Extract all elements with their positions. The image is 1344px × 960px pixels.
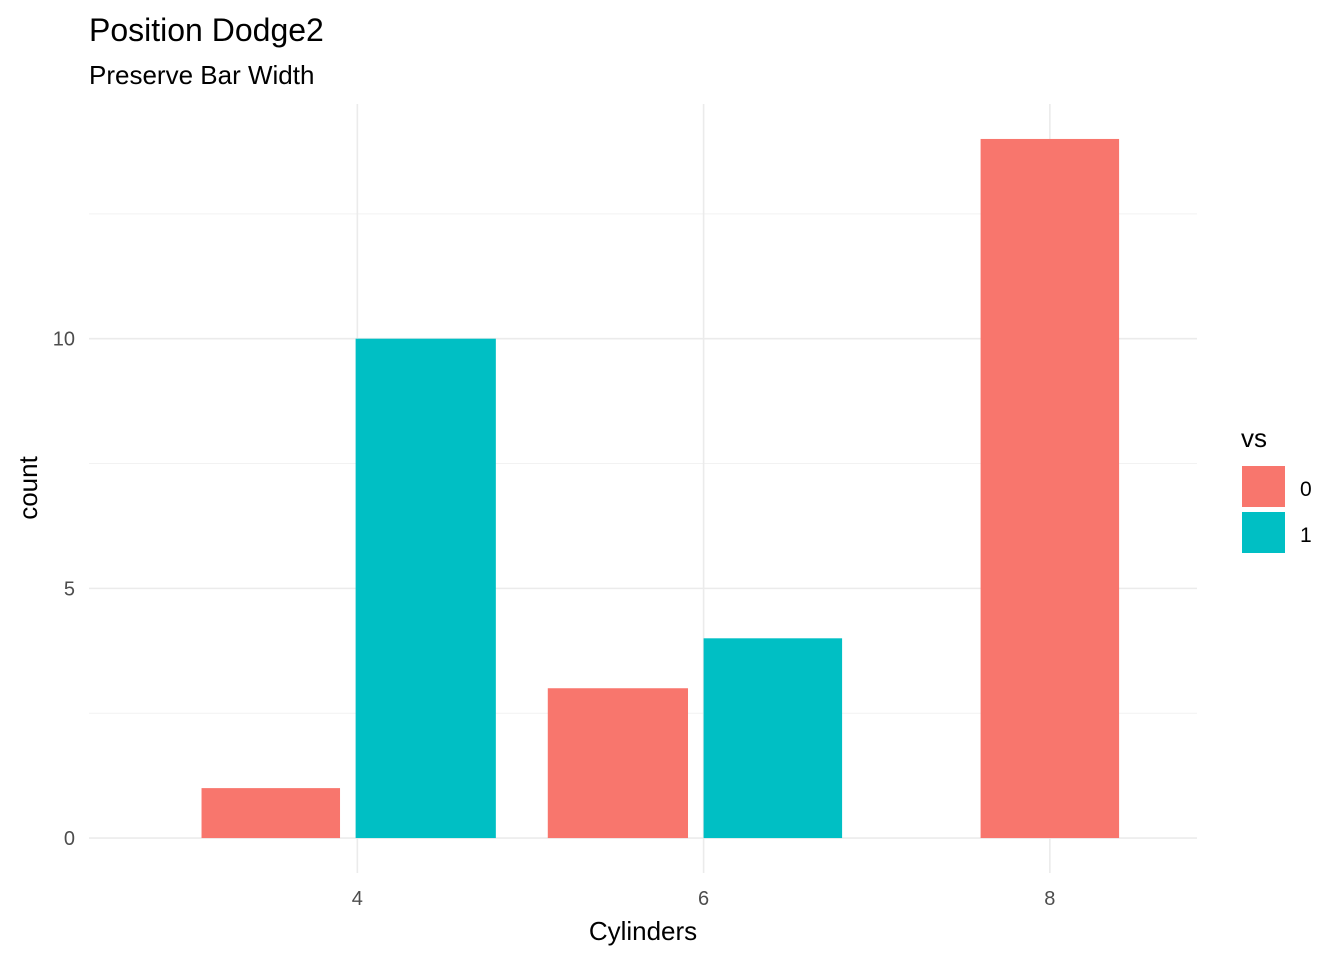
bar-cyl6-vs1 bbox=[703, 638, 843, 839]
legend-key-0 bbox=[1242, 466, 1285, 507]
bar-cyl8-vs0 bbox=[980, 138, 1120, 839]
bar-cyl4-vs1 bbox=[355, 338, 496, 839]
legend-key-1 bbox=[1242, 512, 1285, 553]
y-tick-label: 0 bbox=[64, 828, 75, 850]
y-axis-title: count bbox=[13, 455, 43, 519]
x-tick-label: 8 bbox=[1044, 888, 1055, 910]
bar-cyl6-vs0 bbox=[547, 688, 689, 839]
legend-label-1: 1 bbox=[1300, 524, 1312, 547]
y-tick-label: 10 bbox=[53, 329, 75, 351]
x-axis-ticks: 4 6 8 bbox=[352, 888, 1056, 910]
x-tick-label: 6 bbox=[698, 888, 709, 910]
bar-cyl4-vs0 bbox=[201, 788, 341, 839]
legend-title: vs bbox=[1241, 423, 1267, 453]
legend-label-0: 0 bbox=[1300, 478, 1312, 501]
x-tick-label: 4 bbox=[352, 888, 363, 910]
x-axis-title: Cylinders bbox=[589, 916, 697, 946]
y-tick-label: 5 bbox=[64, 578, 75, 600]
legend: vs 0 1 bbox=[1241, 423, 1312, 553]
y-axis-ticks: 0 5 10 bbox=[53, 329, 75, 850]
chart-subtitle: Preserve Bar Width bbox=[89, 60, 314, 90]
bars-layer bbox=[201, 138, 1120, 839]
chart-title: Position Dodge2 bbox=[89, 12, 324, 48]
